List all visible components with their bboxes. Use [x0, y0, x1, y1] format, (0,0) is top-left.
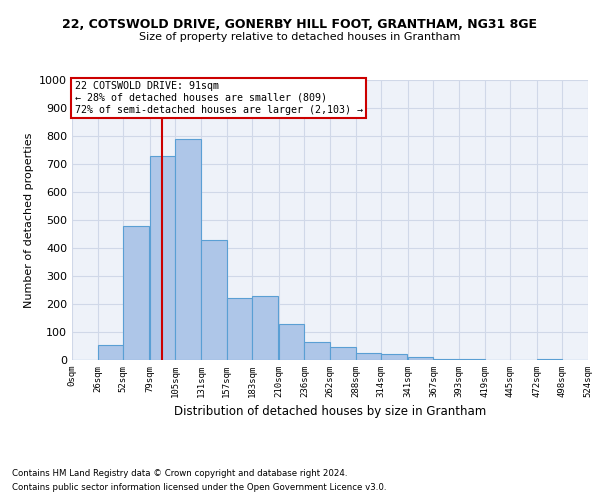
Bar [175, 139, 201, 360]
Bar [279, 324, 304, 360]
Text: Size of property relative to detached houses in Grantham: Size of property relative to detached ho… [139, 32, 461, 42]
Bar [381, 354, 407, 360]
Text: Contains HM Land Registry data © Crown copyright and database right 2024.: Contains HM Land Registry data © Crown c… [12, 468, 347, 477]
Bar [459, 359, 485, 360]
Bar [227, 298, 252, 360]
Text: 22 COTSWOLD DRIVE: 91sqm
← 28% of detached houses are smaller (809)
72% of semi-: 22 COTSWOLD DRIVE: 91sqm ← 28% of detach… [74, 82, 362, 114]
Bar [304, 342, 330, 360]
Bar [356, 353, 381, 360]
Bar [150, 156, 175, 360]
Bar [330, 348, 356, 360]
Bar [98, 344, 123, 360]
Bar [123, 226, 149, 360]
X-axis label: Distribution of detached houses by size in Grantham: Distribution of detached houses by size … [174, 406, 486, 418]
Bar [433, 358, 459, 360]
Bar [201, 240, 227, 360]
Text: 22, COTSWOLD DRIVE, GONERBY HILL FOOT, GRANTHAM, NG31 8GE: 22, COTSWOLD DRIVE, GONERBY HILL FOOT, G… [62, 18, 538, 30]
Bar [408, 357, 433, 360]
Text: Contains public sector information licensed under the Open Government Licence v3: Contains public sector information licen… [12, 484, 386, 492]
Y-axis label: Number of detached properties: Number of detached properties [23, 132, 34, 308]
Bar [252, 296, 278, 360]
